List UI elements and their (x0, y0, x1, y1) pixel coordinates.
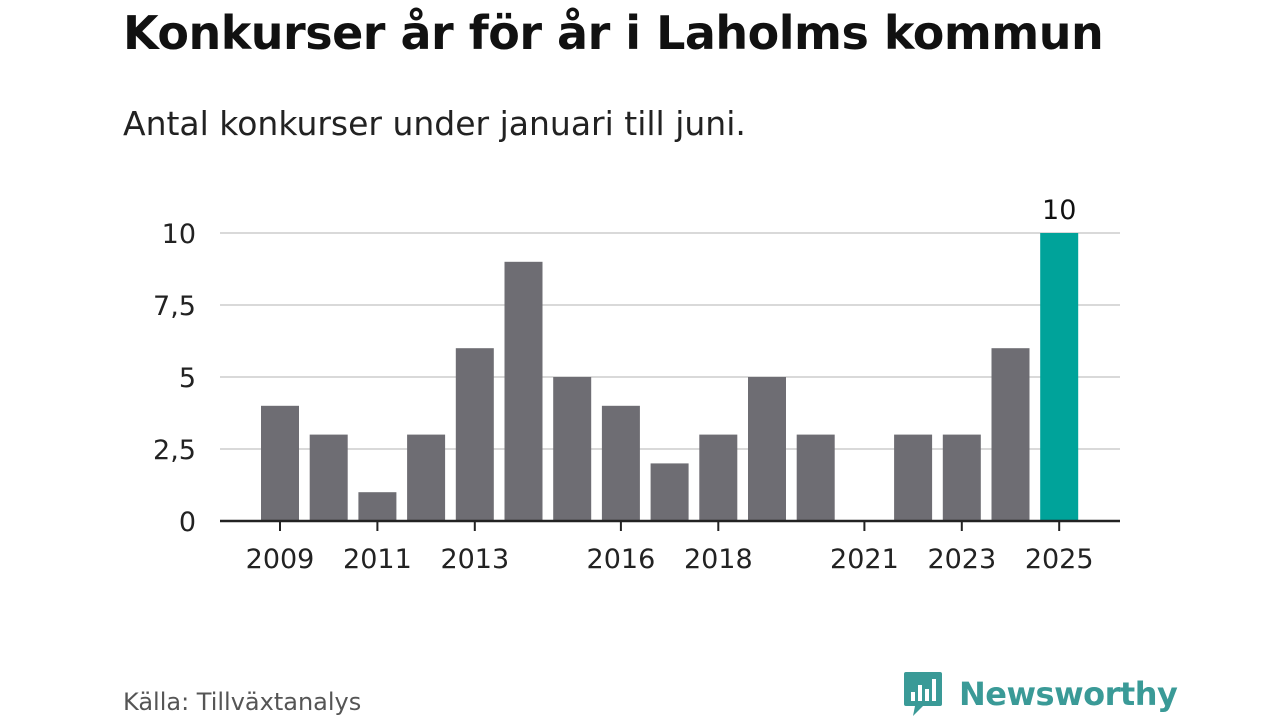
bar-2020 (796, 434, 835, 521)
source-note: Källa: Tillväxtanalys (123, 688, 362, 716)
bar-chart: 02,557,510 2009 2011 2013 2016 2018 2021 2023 2… (153, 195, 1120, 575)
bar-2025 (1040, 233, 1079, 521)
y-axis-tick-labels: 0 2,5 5 7,5 10 (153, 219, 196, 538)
x-tick-label: 2025 (1025, 544, 1094, 575)
chart-title: Konkurser år för år i Laholms kommun (123, 6, 1104, 60)
y-tick-label: 0 (179, 507, 196, 538)
x-tick-label: 2023 (927, 544, 996, 575)
bar-2022 (894, 434, 933, 521)
bar-2019 (748, 377, 786, 521)
bar-2024 (991, 348, 1030, 521)
bar-2015 (553, 377, 592, 521)
x-tick-label: 2011 (343, 544, 412, 575)
brand-logo: Newsworthy (903, 670, 1178, 718)
bar-2012 (407, 434, 446, 521)
chart-subtitle: Antal konkurser under januari till juni. (123, 104, 746, 143)
y-tick-label: 7,5 (153, 291, 196, 322)
bar-2011 (358, 492, 397, 521)
x-axis-tick-labels: 2009 2011 2013 2016 2018 2021 2023 2025 (246, 521, 1094, 575)
x-tick-label: 2021 (830, 544, 899, 575)
y-tick-label: 5 (179, 363, 196, 394)
bar-2023 (942, 434, 981, 521)
y-tick-label: 2,5 (153, 435, 196, 466)
bar-2009 (261, 405, 299, 521)
bars (261, 233, 1079, 521)
bar-2010 (309, 434, 348, 521)
y-tick-label: 10 (162, 219, 196, 250)
bar-2018 (699, 434, 738, 521)
gridlines (220, 232, 1120, 450)
x-tick-label: 2013 (440, 544, 509, 575)
bar-2013 (455, 348, 494, 521)
data-labels: 10 (1042, 195, 1076, 226)
data-label: 10 (1042, 195, 1076, 226)
brand-name: Newsworthy (959, 675, 1178, 713)
bar-2016 (601, 405, 640, 521)
bar-2017 (650, 463, 689, 521)
bar-2014 (504, 261, 543, 521)
newsworthy-chart-bubble-icon (904, 672, 942, 716)
x-tick-label: 2016 (587, 544, 656, 575)
x-tick-label: 2018 (684, 544, 753, 575)
x-tick-label: 2009 (246, 544, 315, 575)
